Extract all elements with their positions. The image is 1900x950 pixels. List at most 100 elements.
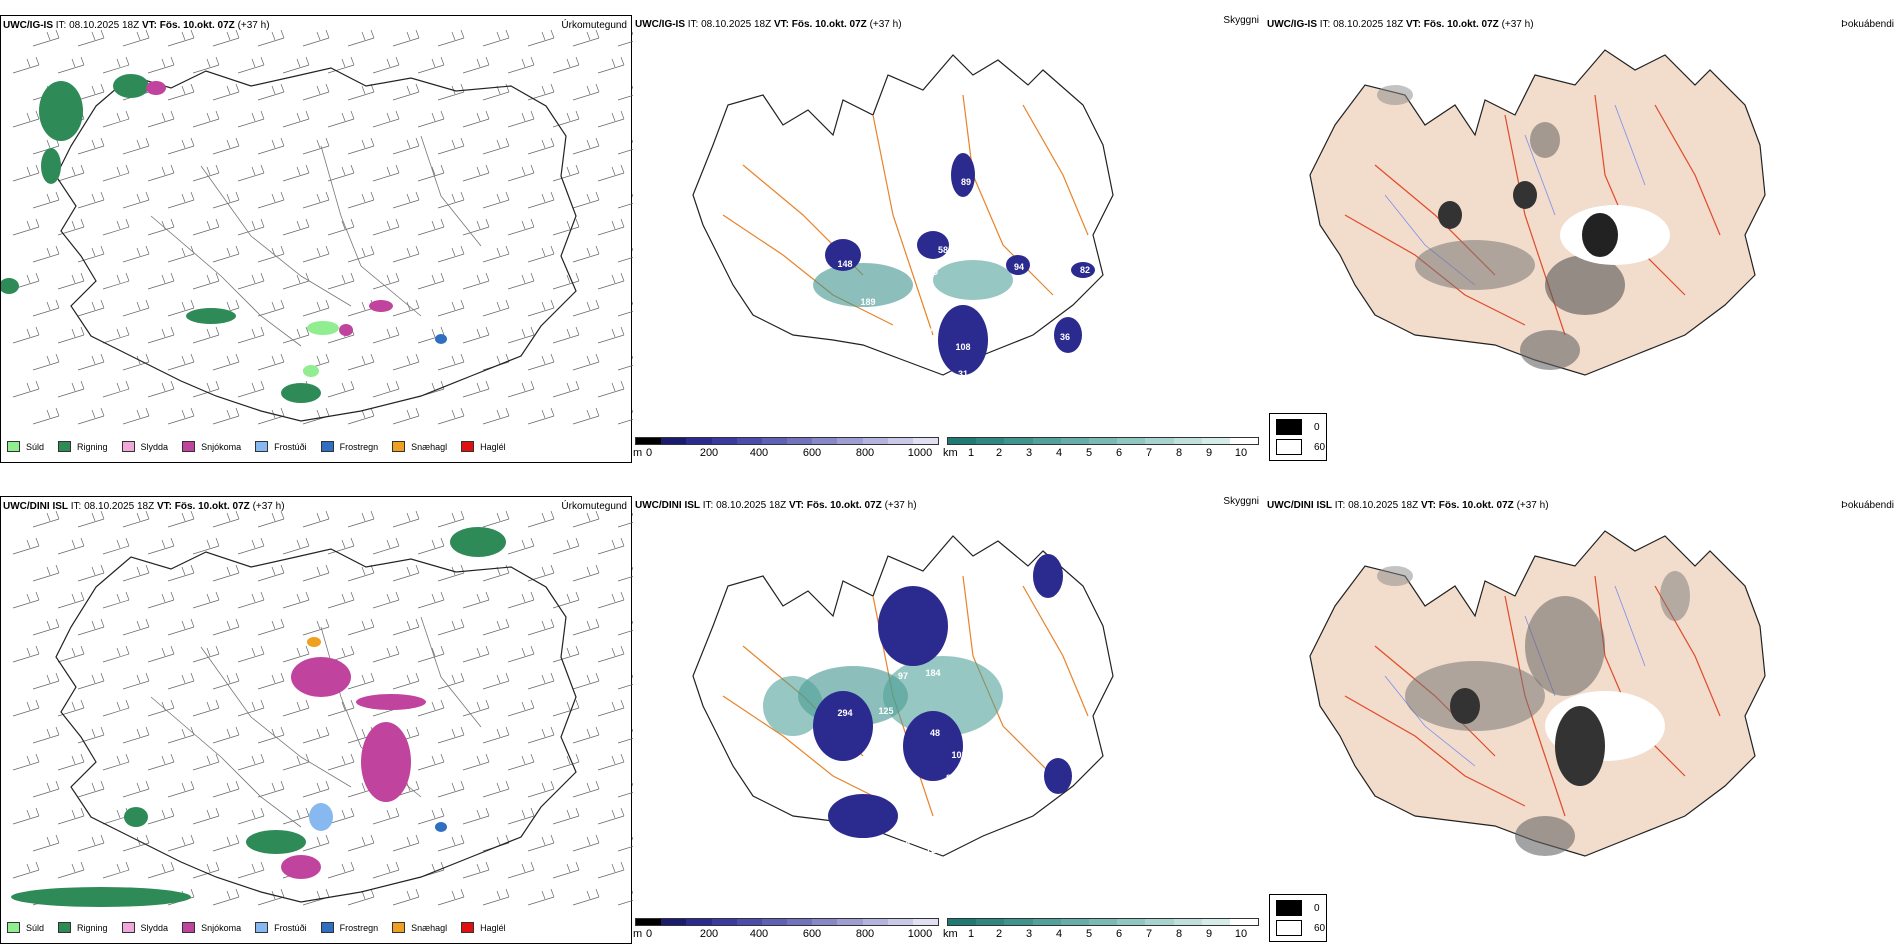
iceland-outline xyxy=(1309,49,1766,376)
wind-barb xyxy=(282,326,310,344)
wind-barb xyxy=(147,164,175,182)
wind-barb xyxy=(212,83,240,101)
wind-barb xyxy=(372,591,400,609)
wind-barb xyxy=(552,807,580,825)
wind-barb xyxy=(552,699,580,717)
wind-barb xyxy=(102,272,130,290)
wind-barb xyxy=(257,564,285,582)
wind-barb xyxy=(12,218,40,236)
wind-barb xyxy=(32,353,60,371)
wind-barb xyxy=(12,110,40,128)
wind-barb xyxy=(77,353,105,371)
wind-barb xyxy=(372,326,400,344)
wind-barb xyxy=(147,753,175,771)
wind-barb xyxy=(597,591,625,609)
wind-barb xyxy=(552,645,580,663)
wind-barb xyxy=(257,618,285,636)
wind-barb xyxy=(392,29,420,47)
wind-barb xyxy=(192,699,220,717)
wind-barb xyxy=(327,861,355,879)
wind-barb xyxy=(462,272,490,290)
wind-barb xyxy=(462,326,490,344)
wind-barb xyxy=(372,380,400,398)
wind-barb xyxy=(327,537,355,555)
wind-barb xyxy=(147,807,175,825)
wind-barb xyxy=(192,380,220,398)
wind-barb xyxy=(282,110,310,128)
wind-barb xyxy=(32,191,60,209)
wind-barb xyxy=(212,191,240,209)
snow-depth-value: 35 xyxy=(928,868,938,878)
fog-map-1 xyxy=(1309,49,1766,376)
wind-barb xyxy=(347,407,375,425)
wind-barb xyxy=(417,110,445,128)
wind-barb xyxy=(392,618,420,636)
wind-barb xyxy=(507,380,535,398)
wind-barb xyxy=(417,753,445,771)
snow-area xyxy=(291,657,351,697)
wind-barb xyxy=(237,326,265,344)
wind-barb xyxy=(617,728,633,744)
wind-barb xyxy=(597,753,625,771)
wind-barb xyxy=(372,272,400,290)
wind-barb xyxy=(237,645,265,663)
wind-barb xyxy=(462,645,490,663)
snow-depth-value: 40 xyxy=(928,375,938,385)
wind-barb xyxy=(482,888,510,906)
wind-barb xyxy=(167,407,195,425)
wind-barb xyxy=(437,353,465,371)
wind-barb xyxy=(102,753,130,771)
wind-barb xyxy=(212,888,240,906)
wind-barb xyxy=(617,512,633,528)
wind-barb xyxy=(462,753,490,771)
wind-barb xyxy=(102,591,130,609)
snow-depth-value: 30 xyxy=(1018,287,1028,297)
wind-barb xyxy=(617,566,633,582)
wind-barb xyxy=(32,672,60,690)
visibility-map-1: 58 89 148 89 94 82 30 189 38 76 51 108 40 31 36 xyxy=(692,54,1114,385)
wind-barb xyxy=(327,218,355,236)
wind-barb xyxy=(392,564,420,582)
snow-depth-value: 51 xyxy=(928,350,938,360)
wind-barb xyxy=(462,807,490,825)
snow-depth-value: 36 xyxy=(898,856,908,866)
snow-depth-value: 38 xyxy=(788,307,798,317)
wind-barb xyxy=(57,272,85,290)
wind-barb xyxy=(527,726,555,744)
wind-barb xyxy=(462,56,490,74)
wind-barb xyxy=(437,245,465,263)
wind-barb xyxy=(482,780,510,798)
wind-barb xyxy=(237,272,265,290)
iceland-outline xyxy=(55,67,577,422)
wind-barb xyxy=(527,137,555,155)
wind-barb xyxy=(392,888,420,906)
wind-barb xyxy=(122,353,150,371)
wind-barb xyxy=(237,218,265,236)
snow-depth-value: 76 xyxy=(928,327,938,337)
panel-title-fog: Þokuábendi xyxy=(1841,500,1894,511)
panel-title-precip: Úrkomutegund xyxy=(561,501,627,512)
wind-barb xyxy=(167,672,195,690)
wind-barb xyxy=(327,753,355,771)
wind-barb xyxy=(12,380,40,398)
wind-barb xyxy=(192,218,220,236)
wind-barb xyxy=(32,245,60,263)
panel-header: UWC/DINI ISL IT: 08.10.2025 18Z VT: Fös.… xyxy=(635,500,917,511)
iceland-outline xyxy=(692,54,1114,376)
wind-barb xyxy=(552,861,580,879)
wind-barb xyxy=(392,834,420,852)
wind-barb xyxy=(572,137,600,155)
wind-barb xyxy=(147,380,175,398)
wind-barb xyxy=(282,537,310,555)
wind-barb xyxy=(572,353,600,371)
wind-barb xyxy=(437,510,465,528)
wind-barb xyxy=(282,56,310,74)
wind-barbs xyxy=(12,29,633,425)
wind-barb xyxy=(372,645,400,663)
wind-barb xyxy=(552,218,580,236)
wind-barb xyxy=(597,380,625,398)
wind-barb xyxy=(12,807,40,825)
legend-swatch xyxy=(392,441,406,452)
fog-key: 0 60 xyxy=(1269,894,1327,942)
wind-barb xyxy=(257,353,285,371)
